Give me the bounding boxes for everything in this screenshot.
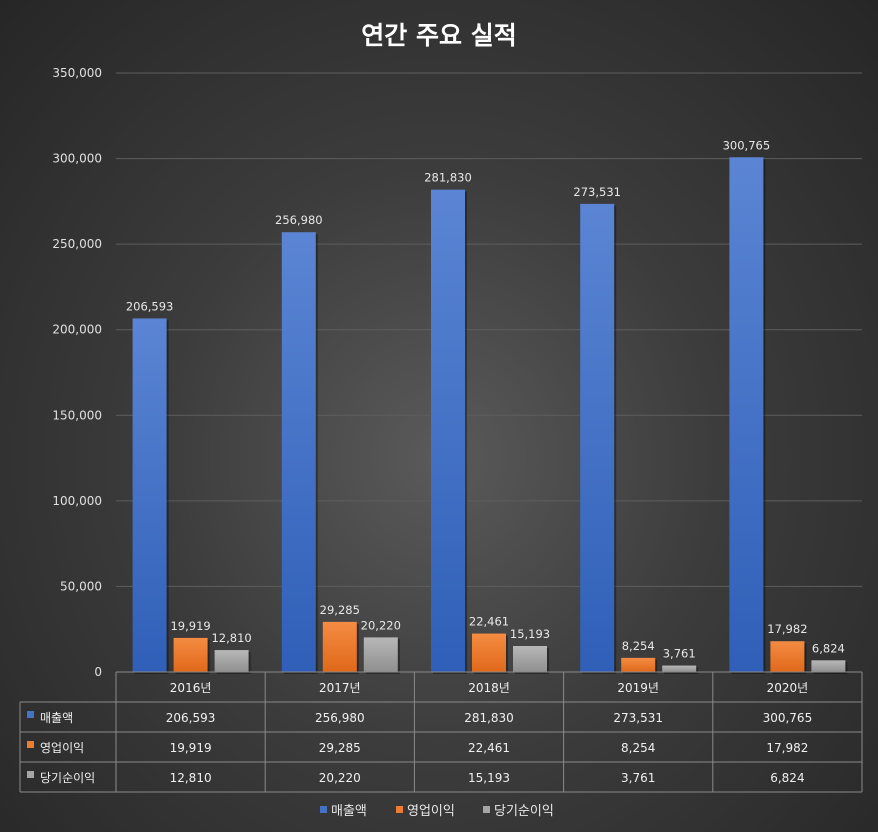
table-cell: 20,220 (319, 771, 361, 785)
data-label: 3,761 (663, 647, 696, 661)
table-cell: 256,980 (315, 711, 365, 725)
data-label: 8,254 (622, 639, 655, 653)
table-cell: 15,193 (468, 771, 510, 785)
data-label: 300,765 (723, 138, 771, 152)
table-cell: 22,461 (468, 741, 510, 755)
bar-3-1 (214, 650, 249, 672)
y-tick-label: 350,000 (52, 66, 102, 80)
table-cell: 12,810 (170, 771, 212, 785)
legend: 매출액 영업이익 당기순이익 (320, 804, 554, 819)
y-tick-label: 200,000 (52, 323, 102, 337)
table-cell: 206,593 (166, 711, 216, 725)
table-cell: 300,765 (763, 711, 813, 725)
y-tick-label: 150,000 (52, 408, 102, 422)
bars (132, 157, 848, 675)
data-label: 20,220 (361, 618, 401, 632)
bar-2-3 (472, 633, 506, 672)
table-header: 2020년 (767, 681, 809, 695)
bar-3-5 (811, 660, 846, 672)
data-label: 19,919 (170, 619, 210, 633)
legend-label: 매출액 (331, 804, 367, 819)
y-axis: 0 50,000 100,000 150,000 200,000 250,000 300,0… (52, 66, 102, 679)
legend-key (27, 711, 34, 718)
table-cell: 273,531 (613, 711, 663, 725)
data-label: 273,531 (573, 185, 621, 199)
table-cell: 8,254 (621, 741, 655, 755)
legend-key (396, 806, 403, 813)
data-label: 29,285 (320, 603, 360, 617)
table-cell: 3,761 (621, 771, 655, 785)
table-cell: 17,982 (766, 741, 808, 755)
table-row-label: 당기순이익 (40, 771, 95, 785)
table-header: 2017년 (319, 681, 361, 695)
data-label: 17,982 (767, 622, 807, 636)
table-row-label: 영업이익 (40, 741, 84, 755)
bar-2-5 (770, 641, 805, 672)
bar-1-3 (431, 189, 465, 672)
chart-title: 연간 주요 실적 (361, 21, 516, 50)
bar-1-2 (281, 232, 316, 672)
bar-3-3 (513, 645, 547, 672)
data-label: 6,824 (812, 641, 845, 655)
bar-1-4 (580, 203, 615, 673)
data-label: 15,193 (510, 627, 550, 641)
y-tick-label: 300,000 (52, 152, 102, 166)
legend-label: 영업이익 (407, 804, 455, 819)
legend-key (483, 806, 490, 813)
legend-label: 당기순이익 (494, 804, 554, 819)
legend-key (27, 771, 34, 778)
table-row-label: 매출액 (40, 711, 73, 725)
y-tick-label: 100,000 (52, 494, 102, 508)
table-header: 2016년 (170, 681, 212, 695)
data-label: 12,810 (211, 631, 251, 645)
legend-key (320, 806, 327, 813)
bar-3-2 (363, 637, 398, 672)
legend-key (27, 741, 34, 748)
data-label: 22,461 (469, 615, 509, 629)
data-label: 256,980 (275, 213, 323, 227)
data-label: 281,830 (424, 171, 472, 185)
bar-2-1 (173, 637, 208, 672)
data-label: 206,593 (126, 299, 174, 313)
gridlines (116, 72, 862, 587)
bar-2-4 (621, 657, 656, 672)
table-cell: 281,830 (464, 711, 514, 725)
bar-1-1 (132, 318, 167, 672)
y-tick-label: 50,000 (60, 579, 102, 593)
table-header: 2018년 (468, 681, 510, 695)
bar-3-4 (662, 665, 697, 672)
table-cell: 29,285 (319, 741, 361, 755)
table-cell: 19,919 (170, 741, 212, 755)
bar-1-5 (729, 157, 764, 672)
table-cell: 6,824 (770, 771, 804, 785)
y-tick-label: 250,000 (52, 237, 102, 251)
bar-2-2 (322, 621, 357, 672)
y-tick-label: 0 (94, 665, 102, 679)
table-header: 2019년 (617, 681, 659, 695)
